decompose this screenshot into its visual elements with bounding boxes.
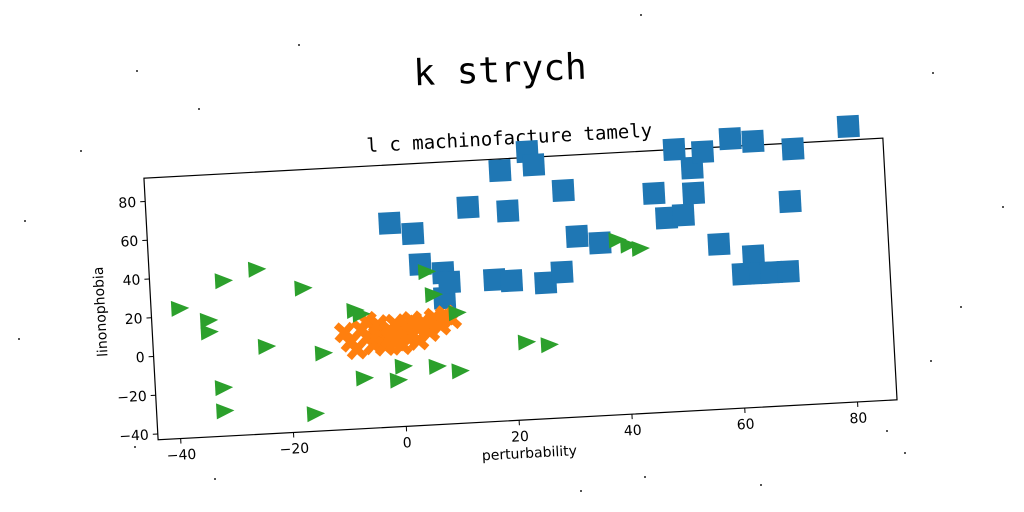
background-speckles: [18, 14, 1004, 492]
x-tick-label: 60: [736, 417, 755, 434]
square-point: [401, 222, 425, 246]
y-tick-label: 20: [124, 311, 143, 328]
square-point: [496, 199, 520, 223]
triangle-point: [608, 232, 627, 249]
triangle-point: [428, 358, 447, 375]
square-point: [488, 158, 512, 183]
square-point: [588, 231, 612, 255]
y-tick-label: 80: [118, 195, 137, 212]
square-point: [642, 181, 666, 205]
x-tick-label: 0: [402, 435, 412, 451]
triangle-point: [247, 261, 267, 278]
square-point: [718, 127, 742, 151]
square-point: [707, 232, 731, 256]
triangle-point: [199, 312, 219, 329]
triangle-point: [170, 300, 190, 317]
triangle-point: [424, 287, 444, 304]
triangle-point: [620, 237, 639, 254]
square-point: [681, 181, 706, 205]
x-axis: −40 −20 0 20 40 60 80: [166, 401, 868, 464]
y-tick-label: −40: [119, 427, 149, 445]
x-point: [418, 321, 441, 343]
plot-frame: [143, 137, 898, 441]
y-tick-label: 60: [120, 234, 139, 251]
triangle-point: [216, 403, 235, 420]
y-tick-label: −20: [117, 389, 147, 407]
square-point: [741, 129, 765, 153]
square-point: [781, 137, 805, 161]
triangle-point: [314, 345, 334, 362]
triangle-point: [214, 273, 234, 290]
square-point: [437, 270, 461, 294]
y-tick-label: 40: [122, 272, 141, 289]
triangle-point: [631, 240, 650, 257]
square-point: [550, 260, 574, 284]
triangle-point: [517, 334, 537, 351]
triangle-point: [448, 305, 467, 322]
square-point: [778, 189, 802, 214]
plot-area: l c machinofacture tamely −40 −20 0 20 40 60 8…: [91, 114, 898, 464]
square-point: [565, 224, 589, 248]
data-marks: [170, 114, 860, 423]
y-tick-label: 0: [135, 350, 145, 366]
triangle-point: [306, 406, 326, 423]
x-tick-label: 20: [511, 429, 530, 446]
square-point: [741, 244, 766, 268]
square-point: [499, 269, 524, 293]
triangle-point: [214, 380, 234, 397]
x-tick-label: −20: [279, 441, 309, 459]
x-tick-label: 80: [849, 410, 868, 427]
x-axis-label: perturbability: [481, 443, 577, 464]
triangle-point: [257, 338, 277, 355]
x-tick-label: 40: [624, 423, 643, 440]
square-point: [776, 259, 800, 284]
y-axis-label: linonophobia: [91, 266, 112, 357]
axes-title: l c machinofacture tamely: [366, 120, 653, 157]
square-point: [456, 195, 480, 219]
y-axis: −40 −20 0 20 40 60 80: [117, 195, 158, 445]
square-point: [671, 203, 695, 227]
triangle-point: [394, 358, 414, 375]
square-point: [690, 140, 715, 164]
triangle-point: [540, 337, 559, 354]
triangle-point: [294, 280, 313, 297]
square-point: [551, 178, 575, 203]
triangle-point: [417, 264, 437, 281]
x-tick-label: −40: [166, 447, 196, 465]
triangle-point: [352, 306, 371, 323]
square-point: [662, 137, 686, 162]
triangle-point: [389, 372, 409, 389]
triangle-point: [200, 324, 219, 341]
figure-suptitle: k strych: [413, 47, 588, 95]
triangle-point: [355, 370, 375, 387]
triangle-point: [451, 363, 470, 380]
square-point: [521, 153, 546, 177]
square-point: [836, 114, 860, 139]
square-point: [378, 211, 402, 235]
